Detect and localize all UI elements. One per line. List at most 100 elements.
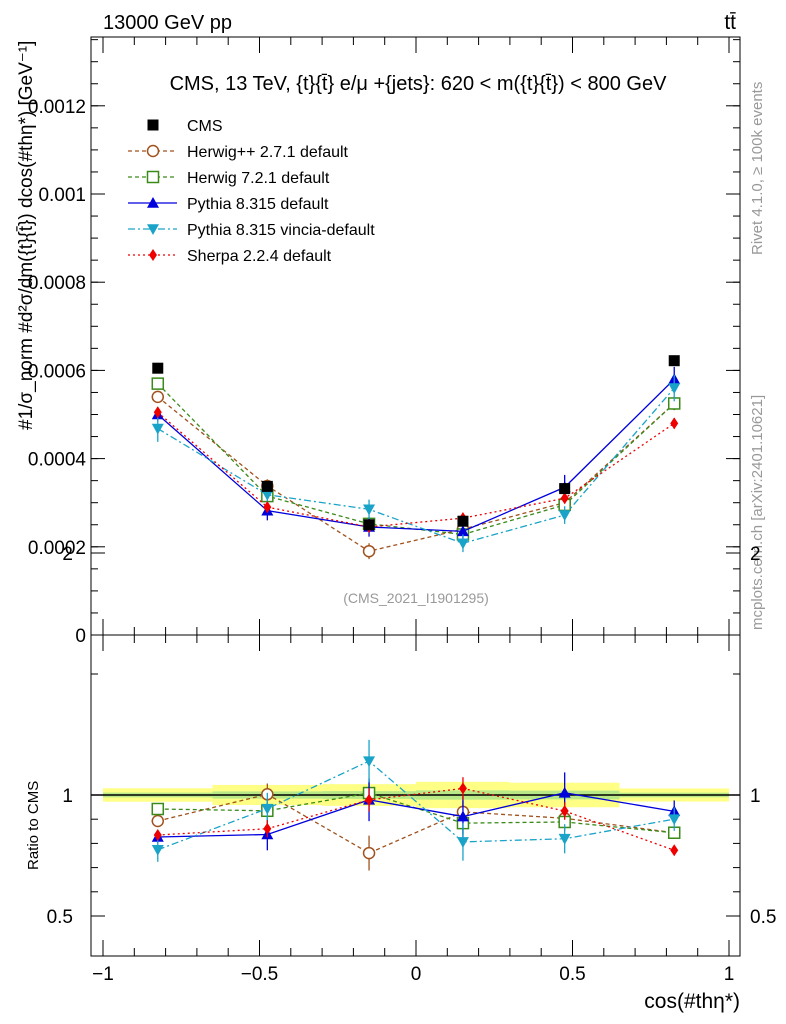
ratio-y-tick-label: 2 bbox=[62, 544, 73, 565]
ratio-series-line bbox=[157, 787, 675, 851]
series-cms-data bbox=[152, 355, 680, 531]
series-line bbox=[157, 411, 675, 528]
legend-label: Pythia 8.315 default bbox=[187, 196, 329, 213]
ratio-series-line bbox=[157, 792, 675, 838]
ratio-point bbox=[151, 802, 165, 816]
x-axis-label: cos(#thη*) bbox=[644, 990, 740, 1013]
series-point bbox=[363, 504, 376, 516]
series-line bbox=[157, 387, 675, 544]
y-tick-label: 0.0012 bbox=[28, 97, 86, 118]
legend-label: Pythia 8.315 vincia-default bbox=[187, 222, 375, 239]
data-point bbox=[559, 483, 571, 495]
ratio-series-pythia-8-315-vincia-default bbox=[151, 739, 681, 862]
legend-entry: Pythia 8.315 default bbox=[128, 196, 329, 213]
ratio-point bbox=[261, 803, 274, 815]
series-point bbox=[558, 510, 571, 522]
ratio-point bbox=[670, 844, 679, 857]
series-point bbox=[151, 377, 165, 390]
series-point bbox=[263, 501, 272, 514]
x-tick-label: −1 bbox=[92, 964, 114, 985]
ratio-x-axis: −1 −0.5 0 0.5 1 bbox=[92, 635, 734, 985]
series-point bbox=[151, 390, 165, 404]
series-pythia-8-315-default bbox=[151, 366, 681, 542]
legend-entry: Herwig++ 2.7.1 default bbox=[128, 144, 349, 161]
ratio-y-tick-label: 1 bbox=[62, 786, 73, 807]
legend-entry: Herwig 7.2.1 default bbox=[128, 170, 330, 187]
ratio-point bbox=[560, 805, 569, 818]
main-y-axis: 0 0.0002 0.0004 0.0006 0.0008 0.001 0.0012 bbox=[28, 39, 740, 647]
legend-label: CMS bbox=[187, 118, 223, 135]
data-point bbox=[363, 519, 375, 531]
series-point bbox=[668, 383, 681, 395]
ratio-point bbox=[151, 814, 165, 828]
ratio-point bbox=[458, 782, 467, 795]
header-process-label: tt̄ bbox=[724, 11, 736, 34]
mcplots-reference-label: mcplots.cern.ch [arXiv:2401.10621] bbox=[749, 395, 766, 630]
ratio-point bbox=[151, 845, 164, 856]
ratio-y-tick-label-right: 2 bbox=[750, 544, 761, 565]
x-tick-label: −0.5 bbox=[241, 964, 279, 985]
y-tick-label: 0.0006 bbox=[28, 361, 86, 382]
ratio-point bbox=[668, 814, 681, 826]
analysis-id-label: (CMS_2021_I1901295) bbox=[343, 590, 489, 606]
legend-entry: CMS bbox=[147, 118, 223, 135]
ratio-point bbox=[363, 756, 376, 768]
ratio-series-line bbox=[157, 793, 675, 854]
legend: CMS Herwig++ 2.7.1 default Herwig 7.2.1 de… bbox=[128, 118, 375, 265]
main-x-ticks bbox=[102, 37, 730, 635]
ratio-point bbox=[456, 810, 469, 822]
x-tick-label: 0 bbox=[411, 964, 422, 985]
ratio-uncertainty-band bbox=[91, 781, 740, 809]
legend-label: Herwig 7.2.1 default bbox=[187, 170, 330, 187]
ratio-point bbox=[365, 793, 374, 806]
x-tick-label: 1 bbox=[724, 964, 735, 985]
series-line bbox=[157, 378, 675, 533]
ratio-y-tick-label: 0.5 bbox=[47, 907, 73, 928]
ratio-y-axis: 0.5 0.5 1 1 2 2 bbox=[47, 544, 777, 928]
series-point bbox=[362, 544, 376, 558]
data-point bbox=[457, 515, 469, 527]
ratio-point bbox=[558, 833, 571, 845]
legend-label: Sherpa 2.2.4 default bbox=[187, 248, 332, 265]
ratio-series-sherpa-2-2-4-default bbox=[153, 777, 679, 857]
series-line bbox=[157, 396, 675, 552]
series-point bbox=[456, 525, 469, 537]
data-point bbox=[152, 362, 164, 374]
ratio-y-tick-label-right: 0.5 bbox=[750, 907, 776, 928]
series-point bbox=[670, 417, 679, 430]
ratio-point bbox=[362, 846, 376, 860]
y-tick-label: 0.0002 bbox=[28, 538, 86, 559]
ratio-point bbox=[153, 829, 162, 841]
main-series-group bbox=[151, 355, 681, 560]
series-point bbox=[456, 538, 469, 550]
legend-marker bbox=[147, 197, 159, 208]
ratio-point bbox=[456, 837, 469, 848]
main-plot-panel: 0 0.0002 0.0004 0.0006 0.0008 0.001 0.0012 CMS… bbox=[28, 36, 741, 647]
legend-marker bbox=[147, 224, 159, 235]
ratio-point bbox=[263, 822, 272, 835]
legend-label: Herwig++ 2.7.1 default bbox=[187, 144, 349, 161]
series-point bbox=[151, 423, 164, 435]
legend-entry: Sherpa 2.2.4 default bbox=[128, 248, 332, 265]
series-point bbox=[560, 492, 569, 505]
series-herwig-7-2-1-default bbox=[151, 377, 681, 541]
legend-marker bbox=[146, 170, 160, 184]
y-tick-label: 0.0004 bbox=[28, 450, 87, 471]
y-tick-label: 0 bbox=[75, 626, 86, 647]
series-point bbox=[261, 489, 274, 501]
ratio-point bbox=[558, 786, 571, 798]
y-tick-label: 0.0008 bbox=[28, 273, 86, 294]
y-tick-label: 0.001 bbox=[38, 185, 86, 206]
legend-marker bbox=[147, 119, 159, 131]
data-point bbox=[261, 480, 273, 492]
legend-marker bbox=[146, 144, 160, 158]
legend-marker bbox=[149, 249, 157, 261]
header-energy-label: 13000 GeV pp bbox=[103, 12, 232, 34]
series-point bbox=[153, 406, 162, 419]
ratio-series-line bbox=[157, 760, 675, 851]
rivet-version-label: Rivet 4.1.0, ≥ 100k events bbox=[749, 82, 766, 255]
ratio-series-group bbox=[151, 739, 681, 871]
data-point bbox=[668, 355, 680, 367]
y-axis-label: #1/σ_norm #d²σ/dm({t}{t̄}) dcos(#thη*) [… bbox=[16, 41, 37, 430]
